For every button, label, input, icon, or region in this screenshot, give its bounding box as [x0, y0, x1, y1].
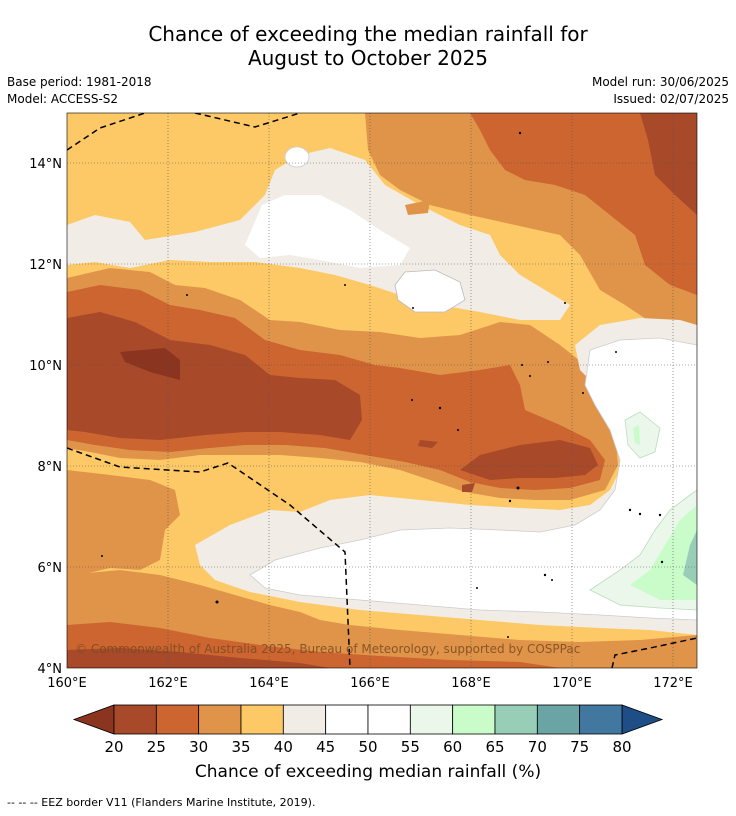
colorbar-swatch	[325, 704, 369, 735]
gridlines	[67, 113, 697, 668]
lon-ticks: 160°E 162°E 164°E 166°E 168°E 170°E 172°…	[47, 676, 693, 691]
colorbar-tick: 80	[612, 738, 631, 756]
colorbar-tick: 40	[274, 738, 293, 756]
band-60-65-se	[630, 505, 697, 600]
colorbar-tick: 45	[316, 738, 335, 756]
band-60-65-east	[633, 425, 640, 445]
colorbar-tick: 50	[358, 738, 377, 756]
colorbar-tick: 70	[528, 738, 547, 756]
colorbar-under-arrow	[72, 704, 115, 735]
band-65-70-se	[683, 530, 697, 585]
colorbar-tick: 55	[401, 738, 420, 756]
band-20-25-west	[67, 312, 362, 440]
lat-tick: 4°N	[38, 662, 63, 677]
base-period: Base period: 1981-2018	[7, 75, 152, 89]
model-name: Model: ACCESS-S2	[7, 92, 119, 106]
band-55-60-east	[624, 411, 661, 459]
lat-tick: 14°N	[29, 157, 62, 172]
colorbar-tick: 25	[147, 738, 166, 756]
colorbar-swatch	[198, 704, 242, 735]
band-20-25-south	[67, 648, 330, 668]
colorbar-over-arrow	[621, 704, 664, 735]
colorbar-swatch	[536, 704, 581, 735]
chart-title: Chance of exceeding the median rainfall …	[0, 22, 736, 70]
colorbar-tick: 75	[570, 738, 589, 756]
colorbar-tick: 35	[231, 738, 250, 756]
eez-footnote: -- -- -- EEZ border V11 (Flanders Marine…	[7, 796, 316, 809]
lon-tick: 162°E	[148, 676, 188, 691]
patch-west-light	[67, 228, 115, 258]
colorbar-tick: 30	[189, 738, 208, 756]
map-frame	[66, 112, 698, 669]
title-line-2: August to October 2025	[247, 46, 489, 70]
lat-tick: 8°N	[38, 460, 63, 475]
band-45-50-north	[245, 195, 410, 268]
eez-border	[67, 113, 697, 668]
colorbar-tick: 20	[104, 738, 123, 756]
patch-ne-small	[540, 113, 580, 128]
band-30-35-sw	[67, 470, 180, 575]
model-run: Model run: 30/06/2025	[591, 75, 729, 89]
colorbar-swatch	[452, 704, 496, 735]
colorbar-swatch	[409, 704, 454, 735]
patch-dark-small	[418, 440, 438, 448]
meta-right: Model run: 30/06/2025 Issued: 02/07/2025	[592, 74, 729, 108]
lat-tick: 12°N	[29, 258, 62, 273]
colorbar-label: Chance of exceeding median rainfall (%)	[194, 762, 542, 782]
islands	[101, 131, 664, 638]
patch-dark-small-2	[462, 483, 475, 492]
colorbar-swatch	[579, 704, 623, 735]
lon-tick: 160°E	[47, 676, 87, 691]
band-45-55-south	[249, 337, 697, 621]
lat-ticks: 14°N 12°N 10°N 8°N 6°N 4°N	[29, 157, 62, 677]
patch-orange-small	[405, 200, 430, 215]
map-field: © Commonwealth of Australia 2025, Bureau…	[67, 113, 697, 668]
band-under-20	[120, 348, 180, 380]
colorbar-swatch	[282, 704, 327, 735]
lon-tick: 168°E	[451, 676, 491, 691]
colorbar-tick: 60	[443, 738, 462, 756]
colorbar-swatch	[240, 704, 284, 735]
band-20-25-ne	[640, 113, 697, 215]
colorbar-tick: 65	[485, 738, 504, 756]
colorbar: 20 25 30 35 40 45 50 55 60 65 70 75 80	[72, 704, 664, 756]
lat-tick: 10°N	[29, 359, 62, 374]
patch-white-small	[284, 146, 310, 168]
colorbar-swatch	[155, 704, 200, 735]
band-20-25-east	[460, 440, 598, 480]
issued-date: Issued: 02/07/2025	[613, 92, 729, 106]
copyright-watermark: © Commonwealth of Australia 2025, Bureau…	[75, 642, 580, 656]
meta-left: Base period: 1981-2018 Model: ACCESS-S2	[7, 74, 152, 108]
lon-tick: 172°E	[653, 676, 693, 691]
title-line-1: Chance of exceeding the median rainfall …	[148, 22, 588, 46]
lon-tick: 166°E	[350, 676, 390, 691]
lat-tick: 6°N	[38, 561, 63, 576]
band-25-30-ne	[470, 113, 697, 295]
colorbar-swatch	[113, 704, 157, 735]
lon-tick: 170°E	[552, 676, 592, 691]
band-45-50-north-b	[394, 269, 466, 313]
colorbar-swatch	[494, 704, 538, 735]
colorbar-swatch	[367, 704, 411, 735]
lon-tick: 164°E	[249, 676, 289, 691]
